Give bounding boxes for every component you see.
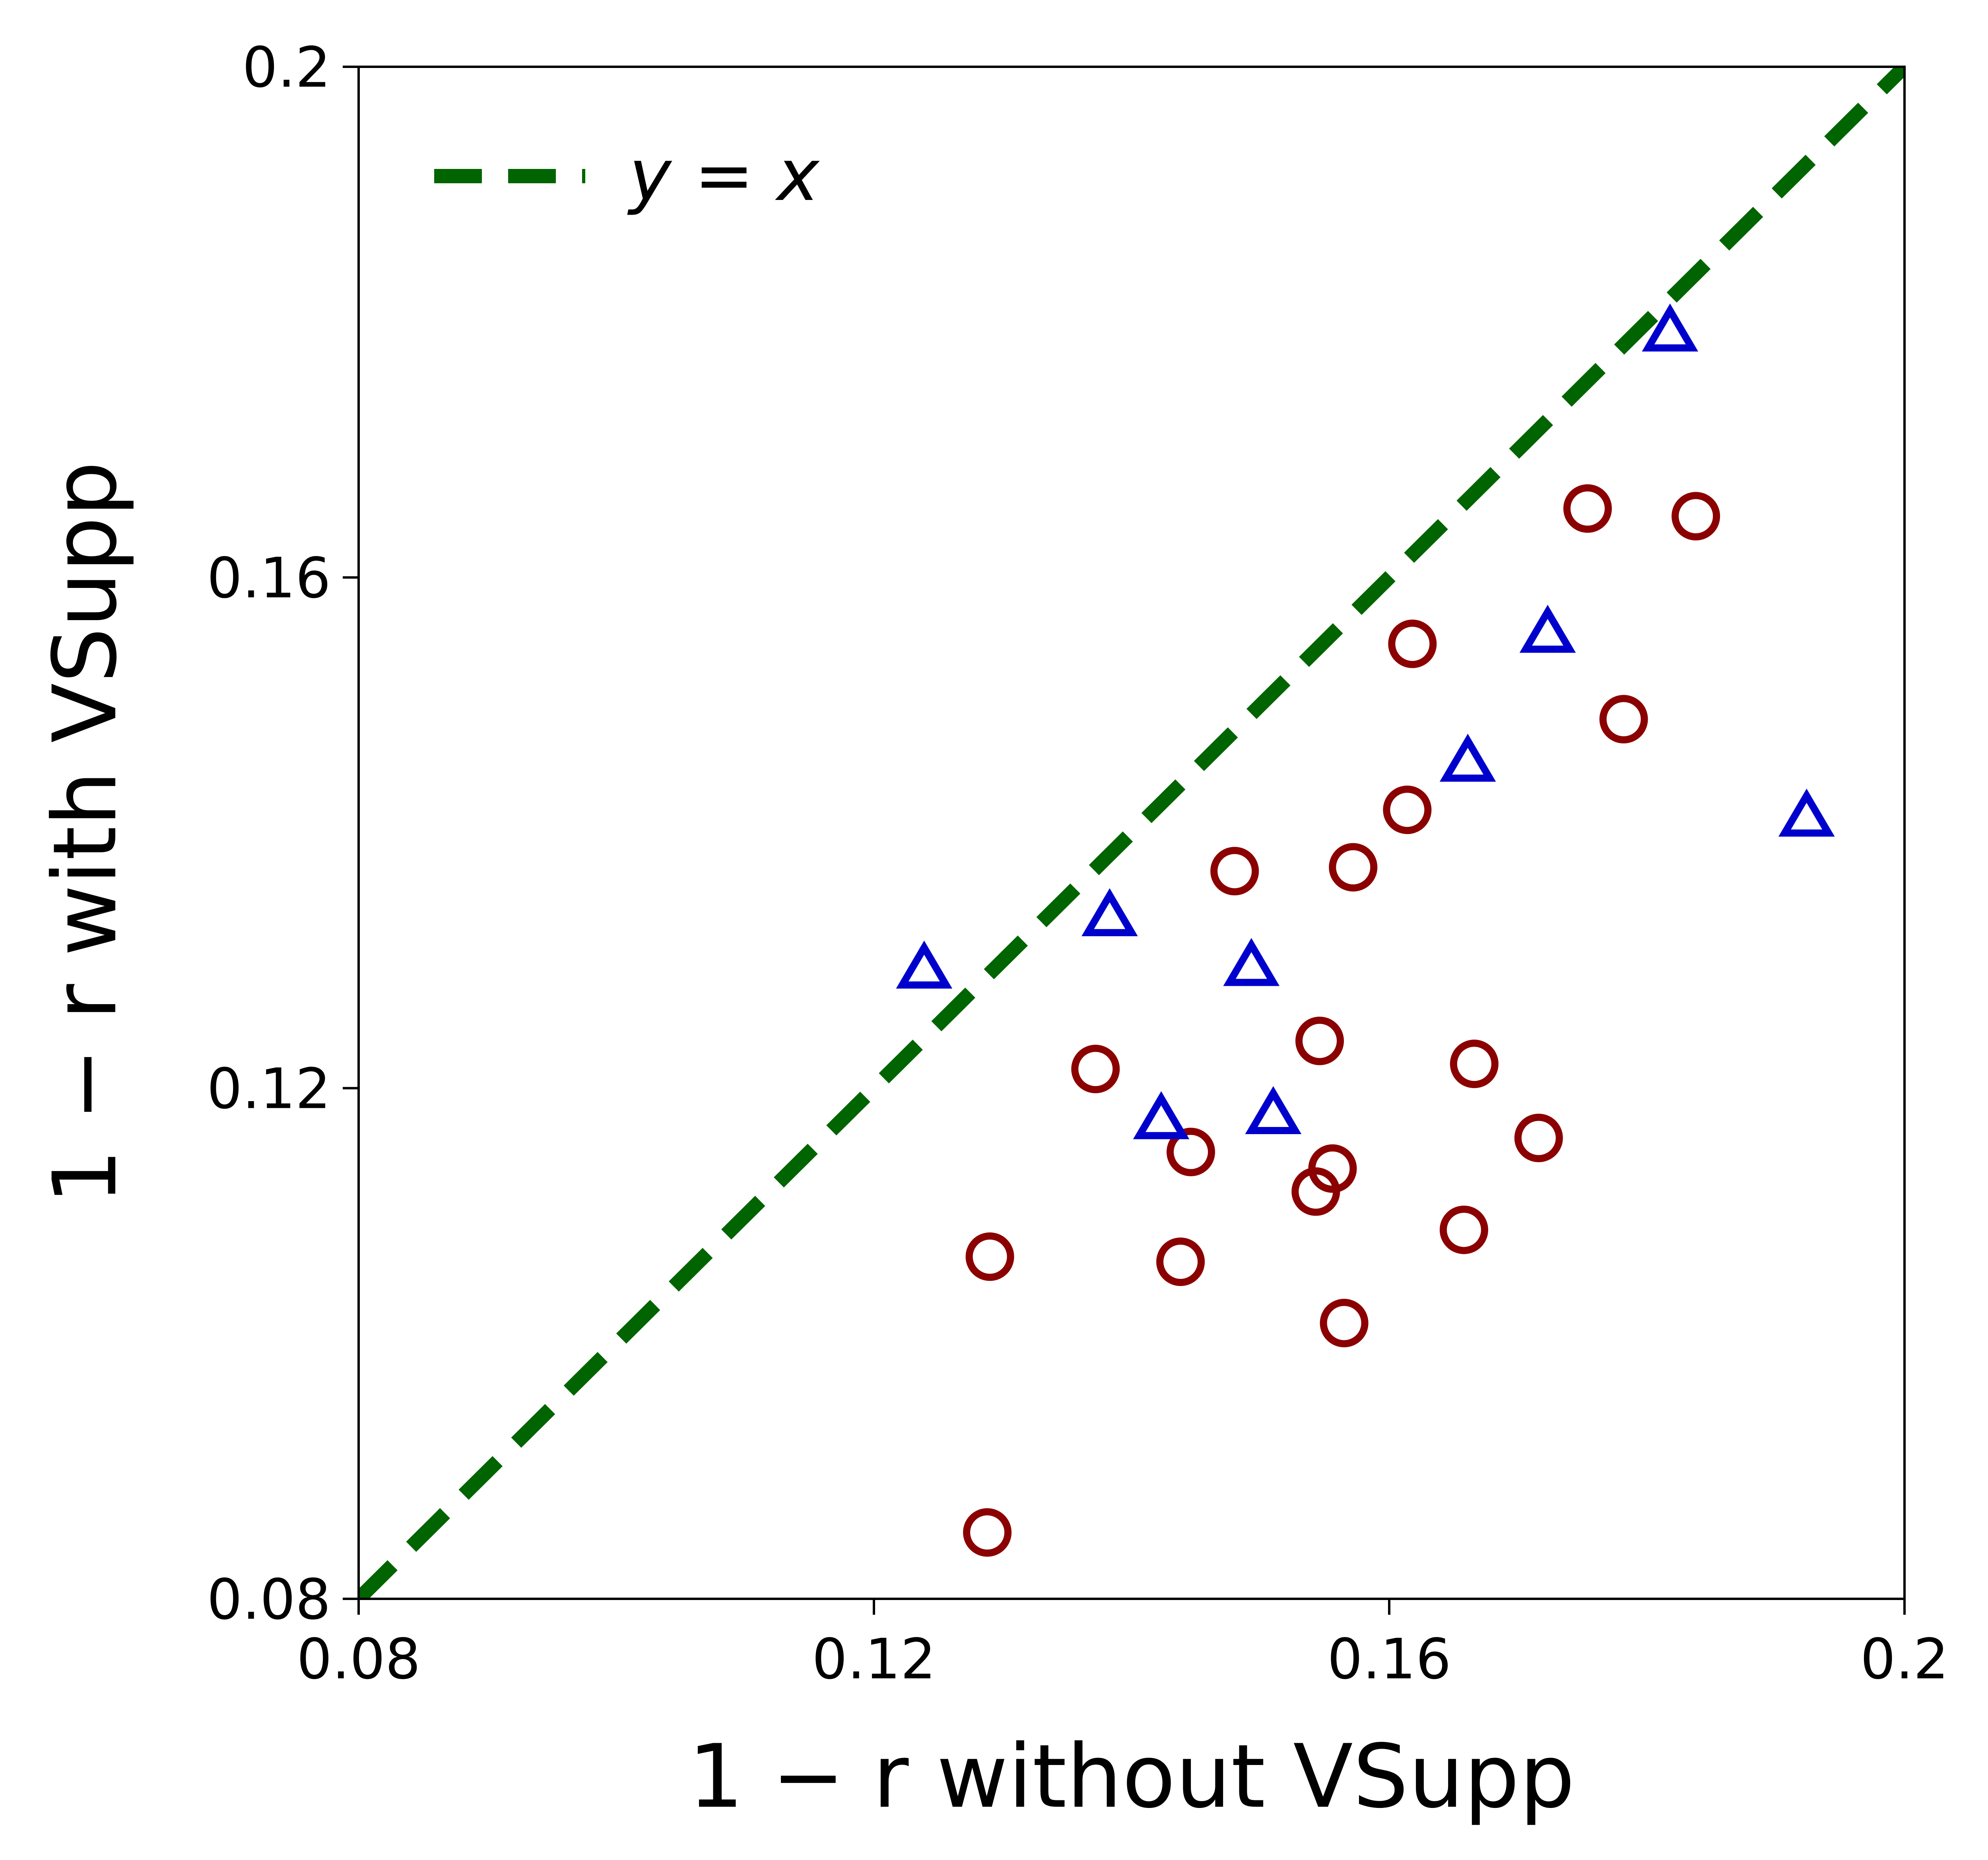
circle-marker xyxy=(1563,484,1612,533)
circle-marker xyxy=(1599,695,1648,744)
triangle-marker xyxy=(1081,888,1138,937)
y-tick-label: 0.16 xyxy=(207,546,331,611)
legend-label: y = x xyxy=(627,134,820,217)
circle-marker xyxy=(1210,847,1259,896)
y-tick-label: 0.12 xyxy=(207,1057,331,1121)
x-tick-label: 0.16 xyxy=(1327,1627,1451,1692)
triangle-marker xyxy=(1642,303,1699,352)
axes-frame xyxy=(357,66,1906,1600)
circle-marker xyxy=(1308,1144,1357,1193)
circle-marker xyxy=(1320,1299,1369,1348)
y-tick-label: 0.08 xyxy=(207,1567,331,1632)
plot-area xyxy=(359,67,1905,1599)
circle-marker xyxy=(1388,619,1437,668)
triangle-marker xyxy=(1439,733,1496,782)
x-axis-ticks: 0.08 0.12 0.16 0.2 xyxy=(297,1599,1949,1692)
circle-marker xyxy=(1514,1113,1563,1162)
series-2-triangle-markers xyxy=(896,303,1835,1139)
x-tick-label: 0.12 xyxy=(812,1627,936,1692)
triangle-marker xyxy=(1519,605,1576,653)
triangle-marker xyxy=(1778,788,1835,837)
x-tick-label: 0.08 xyxy=(297,1627,421,1692)
triangle-marker xyxy=(1245,1086,1302,1134)
circle-marker xyxy=(1071,1045,1120,1094)
circle-marker xyxy=(1156,1237,1205,1286)
circle-marker xyxy=(1672,492,1720,541)
y-axis-ticks: 0.08 0.12 0.16 0.2 xyxy=(207,35,359,1632)
x-axis-label: 1 − r without VSupp xyxy=(688,1726,1575,1827)
triangle-marker xyxy=(896,941,953,989)
circle-marker xyxy=(1295,1016,1344,1065)
axes: 0.08 0.12 0.16 0.2 0.08 0.12 0.16 0.2 1 − r with… xyxy=(34,35,1949,1827)
y-axis-label: 1 − r with VSupp xyxy=(34,461,136,1204)
circle-marker xyxy=(1450,1040,1499,1088)
series-1-circle-markers xyxy=(963,484,1720,1557)
circle-marker xyxy=(963,1508,1012,1557)
y-tick-label: 0.2 xyxy=(242,35,331,100)
circle-marker xyxy=(1329,843,1378,892)
legend: y = x xyxy=(434,134,820,217)
circle-marker xyxy=(1167,1127,1215,1176)
circle-marker xyxy=(1383,786,1432,834)
circle-marker xyxy=(1439,1205,1488,1254)
triangle-marker xyxy=(1133,1091,1190,1139)
triangle-marker xyxy=(1223,938,1280,986)
circle-marker xyxy=(965,1232,1014,1281)
reference-line-y-equals-x xyxy=(359,67,1905,1599)
x-tick-label: 0.2 xyxy=(1860,1627,1949,1692)
